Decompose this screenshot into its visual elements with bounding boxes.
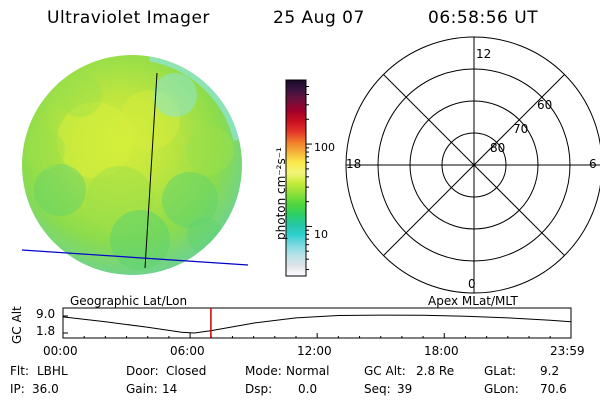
status-glon-value: 70.6 bbox=[540, 382, 567, 396]
status-gain-value: 14 bbox=[162, 382, 178, 396]
disk-intensity-patch bbox=[153, 73, 197, 117]
mlat-label-60: 60 bbox=[537, 98, 553, 112]
uv-image-disk bbox=[21, 55, 249, 275]
colorbar-tick-100: 100 bbox=[314, 141, 335, 154]
status-seq-label: Seq: bbox=[364, 382, 391, 396]
colorbar-tick-10: 10 bbox=[314, 228, 328, 241]
status-door-value: Closed bbox=[166, 364, 207, 378]
orbit-xtick-2359: 23:59 bbox=[550, 344, 585, 358]
status-gain-label: Gain: bbox=[126, 382, 158, 396]
mlt-label-18: 18 bbox=[346, 157, 362, 171]
status-dsp-label: Dsp: bbox=[245, 382, 273, 396]
status-mode-value: Normal bbox=[286, 364, 330, 378]
mlat-label-80: 80 bbox=[490, 141, 506, 155]
status-ip-label: IP: bbox=[10, 382, 25, 396]
polar-panel-label: Apex MLat/MLT bbox=[428, 294, 518, 308]
mlt-label-6: 6 bbox=[589, 157, 597, 171]
status-ip-value: 36.0 bbox=[32, 382, 59, 396]
status-gcalt-value: 2.8 Re bbox=[416, 364, 455, 378]
status-glat-value: 9.2 bbox=[540, 364, 560, 378]
status-flt-value: LBHL bbox=[37, 364, 68, 378]
orbit-ytick-9: 9.0 bbox=[36, 307, 56, 321]
mlat-label-70: 70 bbox=[513, 122, 529, 136]
status-glon-label: GLon: bbox=[484, 382, 519, 396]
disk-intensity-patch bbox=[186, 126, 234, 174]
orbit-plot bbox=[62, 307, 572, 339]
status-door-label: Door: bbox=[126, 364, 159, 378]
meridian-grid-line bbox=[144, 72, 158, 269]
image-panel-label: Geographic Lat/Lon bbox=[70, 294, 188, 308]
disk-intensity-patch bbox=[34, 164, 86, 216]
orbit-altitude-trace bbox=[62, 314, 571, 334]
status-glat-label: GLat: bbox=[484, 364, 517, 378]
status-mode-label: Mode: bbox=[245, 364, 282, 378]
observation-date: 25 Aug 07 bbox=[273, 8, 365, 28]
polar-plot bbox=[345, 36, 600, 294]
disk-limb-glow bbox=[149, 55, 242, 142]
disk-intensity-patch bbox=[187, 217, 223, 253]
orbit-ytick-1-8: 1.8 bbox=[36, 324, 56, 338]
disk-intensity-patch bbox=[57, 102, 133, 178]
observation-time: 06:58:56 UT bbox=[428, 8, 539, 28]
orbit-xtick-1200: 12:00 bbox=[297, 344, 332, 358]
status-flt-label: Flt: bbox=[10, 364, 29, 378]
mlt-label-12: 12 bbox=[476, 47, 492, 61]
orbit-ylabel: GC Alt bbox=[10, 306, 24, 344]
colorbar bbox=[285, 79, 312, 277]
status-dsp-value: 0.0 bbox=[298, 382, 318, 396]
disk-intensity-patch bbox=[162, 172, 218, 228]
disk-intensity-patch bbox=[58, 73, 102, 117]
disk-intensity-patch bbox=[110, 210, 170, 270]
instrument-title: Ultraviolet Imager bbox=[47, 8, 210, 28]
orbit-xtick-1800: 18:00 bbox=[424, 344, 459, 358]
colorbar-unit-label: photon cm⁻²s⁻¹ bbox=[274, 147, 288, 240]
orbit-xtick-0000: 00:00 bbox=[43, 344, 78, 358]
polar-diagonal-2 bbox=[383, 74, 565, 256]
status-seq-value: 39 bbox=[397, 382, 413, 396]
orbit-xtick-0600: 06:00 bbox=[170, 344, 205, 358]
mlt-label-0: 0 bbox=[468, 277, 476, 291]
equator-grid-line bbox=[21, 249, 249, 266]
disk-intensity-patch bbox=[25, 130, 65, 170]
status-gcalt-label: GC Alt: bbox=[364, 364, 406, 378]
